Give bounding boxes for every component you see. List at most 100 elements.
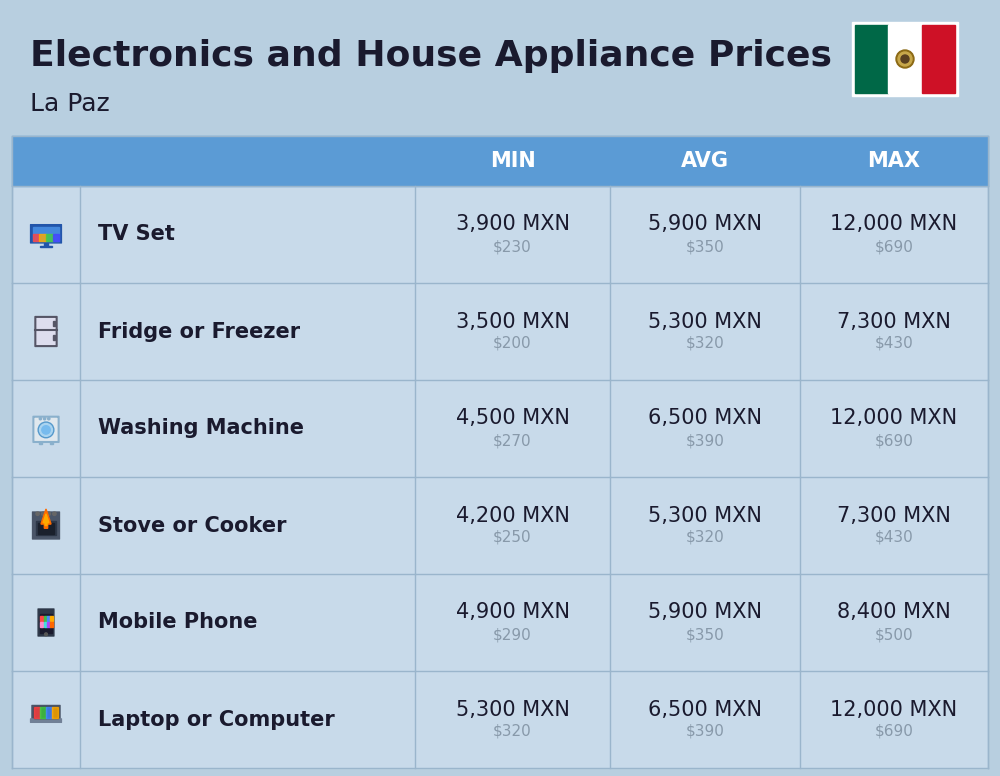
Bar	[53, 320, 55, 326]
FancyBboxPatch shape	[31, 225, 61, 243]
Text: $200: $200	[493, 336, 532, 351]
Bar	[40, 616, 43, 621]
Text: AVG: AVG	[681, 151, 729, 171]
Bar	[47, 622, 50, 627]
Text: $320: $320	[686, 336, 724, 351]
Bar	[39, 234, 46, 241]
Circle shape	[45, 633, 47, 636]
Text: Washing Machine: Washing Machine	[98, 418, 304, 438]
Text: $290: $290	[493, 627, 532, 642]
Text: 4,500 MXN: 4,500 MXN	[456, 408, 569, 428]
FancyArrow shape	[41, 509, 51, 528]
FancyBboxPatch shape	[38, 609, 54, 636]
Bar	[852, 22, 958, 96]
Text: $430: $430	[875, 530, 913, 545]
FancyBboxPatch shape	[33, 512, 59, 539]
Text: $250: $250	[493, 530, 532, 545]
Text: Mobile Phone: Mobile Phone	[98, 612, 258, 632]
Text: Fridge or Freezer: Fridge or Freezer	[98, 321, 300, 341]
Bar	[53, 335, 55, 340]
Bar	[888, 25, 922, 93]
Text: $390: $390	[686, 433, 724, 448]
Bar	[40, 246, 52, 247]
Circle shape	[48, 417, 50, 420]
Text: 5,300 MXN: 5,300 MXN	[456, 699, 569, 719]
Bar	[38, 523, 54, 534]
Text: $430: $430	[875, 336, 913, 351]
Bar	[52, 708, 58, 718]
Bar	[40, 614, 52, 633]
Text: 7,300 MXN: 7,300 MXN	[837, 311, 951, 331]
FancyBboxPatch shape	[35, 317, 57, 346]
Text: $390: $390	[686, 724, 724, 739]
Bar	[12, 136, 988, 186]
Text: 5,300 MXN: 5,300 MXN	[648, 505, 762, 525]
Bar	[34, 708, 40, 718]
Bar	[53, 234, 59, 241]
Text: 5,900 MXN: 5,900 MXN	[648, 602, 762, 622]
Text: $690: $690	[875, 433, 913, 448]
Text: 7,300 MXN: 7,300 MXN	[837, 505, 951, 525]
Bar	[40, 708, 46, 718]
Circle shape	[47, 512, 50, 515]
Bar	[44, 243, 48, 246]
Text: $350: $350	[686, 239, 724, 254]
Circle shape	[39, 417, 42, 420]
Text: 5,900 MXN: 5,900 MXN	[648, 214, 762, 234]
Bar	[12, 186, 988, 283]
Text: TV Set: TV Set	[98, 224, 175, 244]
Text: La Paz: La Paz	[30, 92, 110, 116]
Text: 8,400 MXN: 8,400 MXN	[837, 602, 951, 622]
Bar	[44, 622, 47, 627]
Bar	[12, 574, 988, 671]
Text: $350: $350	[686, 627, 724, 642]
Circle shape	[36, 512, 39, 515]
Bar	[34, 708, 58, 718]
Circle shape	[40, 424, 52, 436]
Text: 3,900 MXN: 3,900 MXN	[456, 214, 570, 234]
Bar	[855, 25, 888, 93]
Bar	[12, 283, 988, 380]
Text: 12,000 MXN: 12,000 MXN	[830, 699, 958, 719]
Circle shape	[53, 512, 56, 515]
Bar	[50, 616, 53, 621]
Circle shape	[898, 52, 912, 66]
Text: Electronics and House Appliance Prices: Electronics and House Appliance Prices	[30, 39, 832, 73]
Text: $690: $690	[875, 724, 913, 739]
Text: Stove or Cooker: Stove or Cooker	[98, 515, 287, 535]
Text: MIN: MIN	[490, 151, 535, 171]
Bar	[40, 622, 43, 627]
Text: 5,300 MXN: 5,300 MXN	[648, 311, 762, 331]
Bar	[39, 442, 42, 444]
FancyBboxPatch shape	[32, 705, 60, 719]
FancyBboxPatch shape	[33, 417, 59, 442]
FancyArrow shape	[43, 514, 49, 525]
Text: 4,200 MXN: 4,200 MXN	[456, 505, 569, 525]
Circle shape	[896, 50, 914, 68]
Text: 3,500 MXN: 3,500 MXN	[456, 311, 569, 331]
Text: Laptop or Computer: Laptop or Computer	[98, 709, 335, 729]
Circle shape	[43, 417, 46, 420]
Bar	[12, 671, 988, 768]
Bar	[12, 477, 988, 574]
Bar	[44, 616, 47, 621]
Text: $230: $230	[493, 239, 532, 254]
Bar	[46, 234, 53, 241]
Text: MAX: MAX	[868, 151, 920, 171]
Text: $320: $320	[493, 724, 532, 739]
Text: 12,000 MXN: 12,000 MXN	[830, 214, 958, 234]
Text: 6,500 MXN: 6,500 MXN	[648, 699, 762, 719]
Circle shape	[38, 422, 54, 438]
Text: $320: $320	[686, 530, 724, 545]
Text: $690: $690	[875, 239, 913, 254]
Text: $500: $500	[875, 627, 913, 642]
Bar	[50, 442, 53, 444]
Bar	[36, 521, 56, 535]
Bar	[922, 25, 955, 93]
Text: 4,900 MXN: 4,900 MXN	[456, 602, 570, 622]
Bar	[12, 380, 988, 477]
Text: $270: $270	[493, 433, 532, 448]
FancyBboxPatch shape	[31, 719, 61, 722]
Bar	[50, 622, 53, 627]
Bar	[33, 234, 39, 241]
